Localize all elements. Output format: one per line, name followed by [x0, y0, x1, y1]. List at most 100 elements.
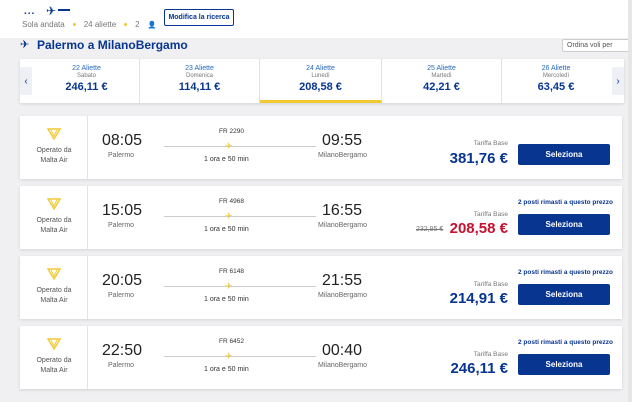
page-scrollbar[interactable] [628, 0, 632, 402]
flight-number: FR 2290 [219, 128, 244, 135]
person-icon: 👤 [147, 21, 157, 29]
harp-logo-icon [47, 198, 61, 210]
date-option-selected[interactable]: 24 Aliette Lunedì 208,58 € [260, 59, 382, 103]
flight-number: FR 6148 [219, 268, 244, 275]
flight-card: Operato da Malta Air 20:05 Palermo FR 61… [20, 256, 622, 319]
operator-label: Operato da [36, 357, 72, 364]
plane-icon: ✈ [225, 351, 233, 361]
arrival-time: 16:55 [322, 202, 363, 219]
operator-panel: Operato da Malta Air [20, 186, 88, 249]
operator-name: Malta Air [40, 157, 68, 164]
plane-icon: ✈ [46, 4, 57, 18]
route-track [164, 146, 316, 147]
operator-panel: Operato da Malta Air [20, 256, 88, 319]
trip-date: 24 aliette [83, 20, 117, 29]
plane-icon: ✈ [20, 39, 30, 51]
weekday-label: Martedì [431, 73, 452, 79]
sort-select[interactable]: Ordina voli per [562, 39, 632, 52]
operator-text: Operato da Malta Air [20, 146, 88, 166]
date-option[interactable]: 25 Aliette Martedì 42,21 € [382, 59, 502, 103]
harp-logo-icon [47, 268, 61, 280]
date-label: 22 Aliette [72, 65, 101, 72]
plane-icon: ✈ [225, 281, 233, 291]
plane-icon: ✈ [225, 211, 233, 221]
weekday-label: Mercoledì [542, 73, 570, 79]
date-price: 63,45 € [537, 81, 575, 93]
select-flight-button[interactable]: Seleziona [518, 354, 610, 375]
date-option[interactable]: 26 Aliette Mercoledì 63,45 € [502, 59, 610, 103]
modify-search-button[interactable]: Modifica la ricerca [164, 9, 234, 26]
operator-name: Malta Air [40, 297, 68, 304]
original-price: 232,95 € [416, 226, 444, 233]
departure-time: 08:05 [102, 132, 143, 149]
operator-text: Operato da Malta Air [20, 216, 88, 236]
date-label: 26 Aliette [541, 65, 571, 72]
harp-logo-icon [47, 338, 61, 350]
flight-price: 381,76 € [449, 150, 508, 167]
next-dates-arrow-icon[interactable]: › [612, 67, 624, 95]
date-price: 246,11 € [65, 81, 108, 93]
seats-left-badge: 2 posti rimasti a questo prezzo [518, 339, 613, 346]
departure-time: 15:05 [102, 202, 143, 219]
fare-label: Tariffa Base [473, 351, 508, 358]
prev-dates-arrow-icon[interactable]: ‹ [20, 67, 32, 95]
flight-card: Operato da Malta Air 15:05 Palermo FR 49… [20, 186, 622, 249]
flight-duration: 1 ora e 50 min [204, 156, 249, 163]
operator-label: Operato da [36, 287, 72, 294]
flight-price: 214,91 € [449, 290, 508, 307]
route-track [164, 216, 316, 217]
departure-city: Palermo [108, 362, 135, 369]
route-title: Palermo a MilanoBergamo [37, 38, 188, 52]
operator-label: Operato da [36, 147, 72, 154]
seats-left-badge: 2 posti rimasti a questo prezzo [518, 269, 613, 276]
operator-name: Malta Air [40, 367, 68, 374]
arrival-time: 00:40 [322, 342, 363, 359]
arrival-time: 09:55 [322, 132, 363, 149]
date-price: 208,58 € [299, 81, 342, 93]
flight-price: 246,11 € [450, 360, 508, 377]
flight-card: Operato da Malta Air 22:50 Palermo FR 64… [20, 326, 622, 389]
separator-dot [72, 23, 76, 26]
arrival-time: 21:55 [322, 272, 363, 289]
weekday-label: Lunedì [311, 73, 330, 79]
route-header: ✈ Palermo a MilanoBergamo Ordina voli pe… [20, 38, 632, 58]
fare-label: Tariffa Base [473, 211, 508, 218]
arrival-city: MilanoBergamo [318, 222, 368, 229]
date-price: 114,11 € [178, 81, 221, 93]
date-option[interactable]: 22 Aliette Sabato 246,11 € [34, 59, 140, 103]
departure-city: Palermo [108, 222, 135, 229]
operator-name: Malta Air [40, 227, 68, 234]
arrival-city: MilanoBergamo [318, 362, 368, 369]
plane-icon: ✈ [225, 141, 233, 151]
harp-logo-icon [47, 128, 61, 140]
weekday-label: Domenica [185, 73, 213, 79]
date-label: 23 Aliette [185, 65, 214, 72]
arrival-city: MilanoBergamo [318, 292, 368, 299]
date-price: 42,21 € [423, 81, 460, 93]
date-carousel: ‹ 22 Aliette Sabato 246,11 € 23 Aliette … [20, 59, 624, 103]
route-line [58, 9, 70, 11]
date-option[interactable]: 23 Aliette Domenica 114,11 € [140, 59, 260, 103]
select-flight-button[interactable]: Seleziona [518, 144, 610, 165]
origin-dots: ... [24, 6, 36, 17]
departure-time: 22:50 [102, 342, 143, 359]
operator-panel: Operato da Malta Air [20, 116, 88, 179]
date-label: 24 Aliette [306, 65, 335, 72]
operator-label: Operato da [36, 217, 72, 224]
select-flight-button[interactable]: Seleziona [518, 214, 610, 235]
departure-city: Palermo [108, 152, 135, 159]
select-flight-button[interactable]: Seleziona [518, 284, 610, 305]
route-track [164, 356, 316, 357]
weekday-label: Sabato [76, 73, 97, 79]
operator-text: Operato da Malta Air [20, 286, 88, 306]
operator-text: Operato da Malta Air [20, 356, 88, 376]
date-label: 25 Aliette [427, 65, 456, 72]
fare-label: Tariffa Base [473, 281, 508, 288]
seats-left-badge: 2 posti rimasti a questo prezzo [518, 199, 613, 206]
passenger-count: 2 [135, 20, 140, 29]
flight-duration: 1 ora e 50 min [204, 296, 249, 303]
flight-duration: 1 ora e 50 min [204, 226, 249, 233]
route-track [164, 286, 316, 287]
flight-card: Operato da Malta Air 08:05 Palermo FR 22… [20, 116, 622, 179]
arrival-city: MilanoBergamo [318, 152, 368, 159]
